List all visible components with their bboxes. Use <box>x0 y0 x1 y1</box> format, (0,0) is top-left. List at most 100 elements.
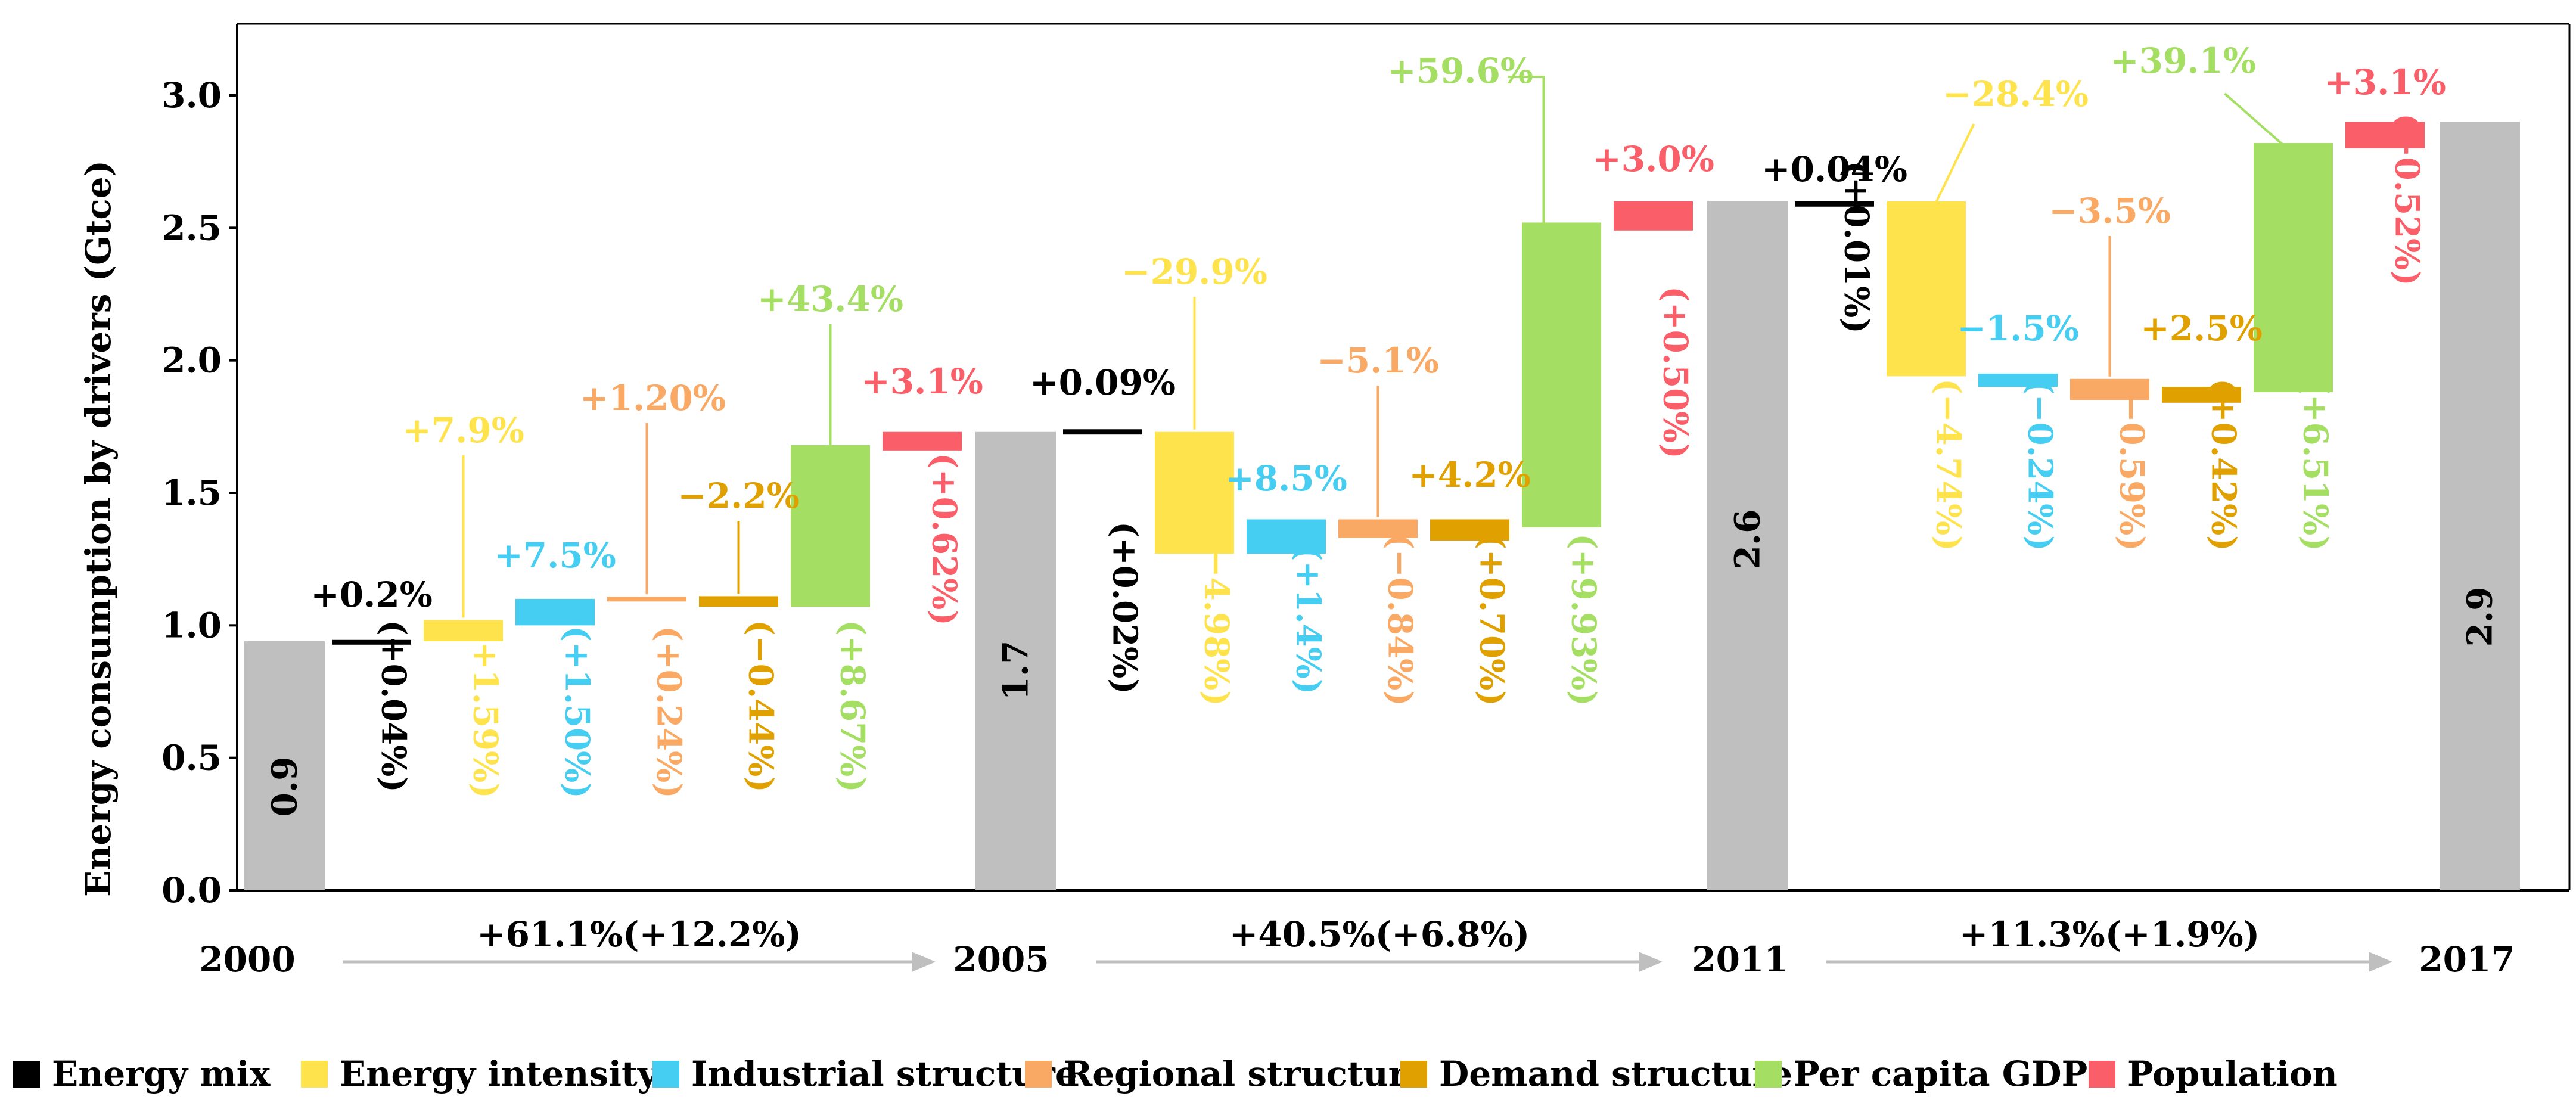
bar-per_capita_gdp-p3 <box>2254 143 2333 393</box>
driver-value-label: −1.5% <box>1957 308 2079 349</box>
legend-swatch-energy_intensity <box>301 1061 328 1088</box>
year-label-2005: 2005 <box>953 939 1049 980</box>
y-tick-label: 3.0 <box>161 75 222 116</box>
legend-swatch-industrial_structure <box>652 1061 679 1088</box>
driver-value-label: −2.2% <box>678 476 800 516</box>
bar-population-p1 <box>883 431 962 451</box>
driver-value-label: +7.5% <box>494 535 616 576</box>
legend-swatch-energy_mix <box>13 1061 40 1088</box>
legend-swatch-population <box>2089 1061 2115 1088</box>
driver-value-label: +1.20% <box>580 378 726 418</box>
driver-value-label: −5.1% <box>1317 340 1439 381</box>
year-label-2011: 2011 <box>1692 939 1788 980</box>
bars <box>244 122 2520 890</box>
driver-value-label: +0.04% <box>1761 149 1907 190</box>
bar-regional_structure-p3 <box>2070 378 2149 400</box>
bar-demand_structure-p2 <box>1430 519 1509 541</box>
bar-energy_mix-p3 <box>1795 201 1874 207</box>
driver-rate-label: (−0.24%) <box>2021 378 2060 551</box>
driver-rate-label: (+0.24%) <box>650 626 689 799</box>
period-change-label: +61.1%(+12.2%) <box>477 914 801 955</box>
bar-energy_intensity-p2 <box>1155 431 1234 554</box>
period-change-label: +40.5%(+6.8%) <box>1229 914 1530 955</box>
total-value-label: 0.9 <box>265 757 305 817</box>
bar-regional_structure-p2 <box>1338 519 1418 538</box>
driver-rate-label: (+1.4%) <box>1289 545 1328 695</box>
bar-energy_intensity-p1 <box>424 620 503 642</box>
total-bar-2017 <box>2440 122 2520 890</box>
y-tick-label: 0.0 <box>161 870 222 911</box>
bar-per_capita_gdp-p2 <box>1522 222 1601 527</box>
legend-swatch-regional_structure <box>1025 1061 1052 1088</box>
legend-label-population: Population <box>2127 1054 2338 1094</box>
driver-rate-label: (−0.59%) <box>2112 378 2152 551</box>
driver-value-label: +59.6% <box>1387 51 1533 91</box>
total-value-label: 2.9 <box>2460 587 2500 647</box>
bar-regional_structure-p1 <box>607 597 686 602</box>
driver-value-label: +3.0% <box>1592 139 1714 179</box>
leader-line <box>1934 123 1975 205</box>
y-tick-label: 1.5 <box>161 473 222 513</box>
year-label-2017: 2017 <box>2419 939 2515 980</box>
driver-value-label: +0.2% <box>310 574 433 615</box>
driver-value-label: +3.1% <box>2324 62 2446 103</box>
driver-value-label: +7.9% <box>402 410 524 451</box>
driver-rate-label: (+8.67%) <box>833 620 872 793</box>
driver-rate-label: (−4.98%) <box>1197 533 1236 706</box>
legend: Energy mix Energy intensity Industrial str… <box>13 1054 2338 1094</box>
driver-rate-label: (−0.44%) <box>741 620 781 793</box>
leader-line <box>2224 92 2285 147</box>
bar-demand_structure-p3 <box>2162 387 2241 403</box>
y-axis-title: Energy consumption by drivers (Gtce) <box>78 160 119 897</box>
bar-population-p3 <box>2345 122 2425 148</box>
driver-value-label: +43.4% <box>757 279 903 319</box>
driver-rate-label: (+1.59%) <box>466 626 505 799</box>
driver-value-label: +3.1% <box>861 361 983 402</box>
driver-rate-label: (+0.04%) <box>374 620 414 793</box>
total-value-label: 2.6 <box>1727 510 1768 570</box>
bar-industrial_structure-p3 <box>1978 373 2058 387</box>
driver-rate-label: (+0.62%) <box>925 453 964 626</box>
bar-energy_mix-p1 <box>332 639 411 645</box>
bar-population-p2 <box>1614 201 1693 231</box>
driver-rate-label: (+0.50%) <box>1656 286 1695 459</box>
bar-demand_structure-p1 <box>699 596 778 607</box>
bar-per_capita_gdp-p1 <box>791 445 870 607</box>
year-label-2000: 2000 <box>199 939 295 980</box>
driver-rate-label: (+0.02%) <box>1105 521 1145 694</box>
total-bar-2005 <box>975 431 1056 890</box>
bar-energy_mix-p2 <box>1063 429 1142 435</box>
driver-value-label: −3.5% <box>2049 191 2171 231</box>
driver-value-label: +4.2% <box>1409 455 1531 495</box>
legend-label-per_capita_gdp: Per capita GDP <box>1794 1054 2087 1094</box>
driver-value-label: +8.5% <box>1225 458 1347 499</box>
driver-rate-label: (+9.93%) <box>1564 533 1604 706</box>
driver-rate-label: (+0.01%) <box>1837 161 1876 334</box>
period-arrow-head <box>1639 952 1663 972</box>
total-bar-2011 <box>1707 201 1788 890</box>
period-change-label: +11.3%(+1.9%) <box>1959 914 2260 955</box>
driver-value-label: +39.1% <box>2110 41 2256 81</box>
driver-value-label: −28.4% <box>1943 74 2089 114</box>
period-annotations: 2000 2005 2011 2017 +61.1%(+12.2%) +40.5%(+6.… <box>199 914 2515 980</box>
y-tick-label: 2.5 <box>161 207 222 248</box>
leader-line <box>1508 76 1545 226</box>
driver-value-label: −29.9% <box>1121 251 1267 292</box>
driver-value-label: +0.09% <box>1030 362 1176 403</box>
driver-rate-label: (+6.51%) <box>2296 378 2335 551</box>
driver-rate-label: (−4.74%) <box>1929 378 1968 551</box>
driver-rate-label: (+0.52%) <box>2388 113 2427 286</box>
labels: 0.9 1.7 2.6 2.9 +0.2% (+0.04%) +7.9% (+1.59%) +7… <box>265 41 2500 816</box>
driver-rate-label: (+0.70%) <box>1472 533 1512 706</box>
legend-label-energy_mix: Energy mix <box>52 1054 271 1094</box>
legend-swatch-demand_structure <box>1400 1061 1427 1088</box>
driver-rate-label: (−0.84%) <box>1381 533 1420 706</box>
bar-industrial_structure-p1 <box>515 598 595 626</box>
period-arrow-head <box>912 952 936 972</box>
axes: 0.0 0.5 1.0 1.5 2.0 2.5 3.0 Energy consumption … <box>78 23 2571 911</box>
legend-label-industrial_structure: Industrial structure <box>691 1054 1077 1094</box>
y-tick-label: 2.0 <box>161 340 222 381</box>
period-arrow-head <box>2369 952 2392 972</box>
bar-energy_intensity-p3 <box>1887 201 1966 377</box>
